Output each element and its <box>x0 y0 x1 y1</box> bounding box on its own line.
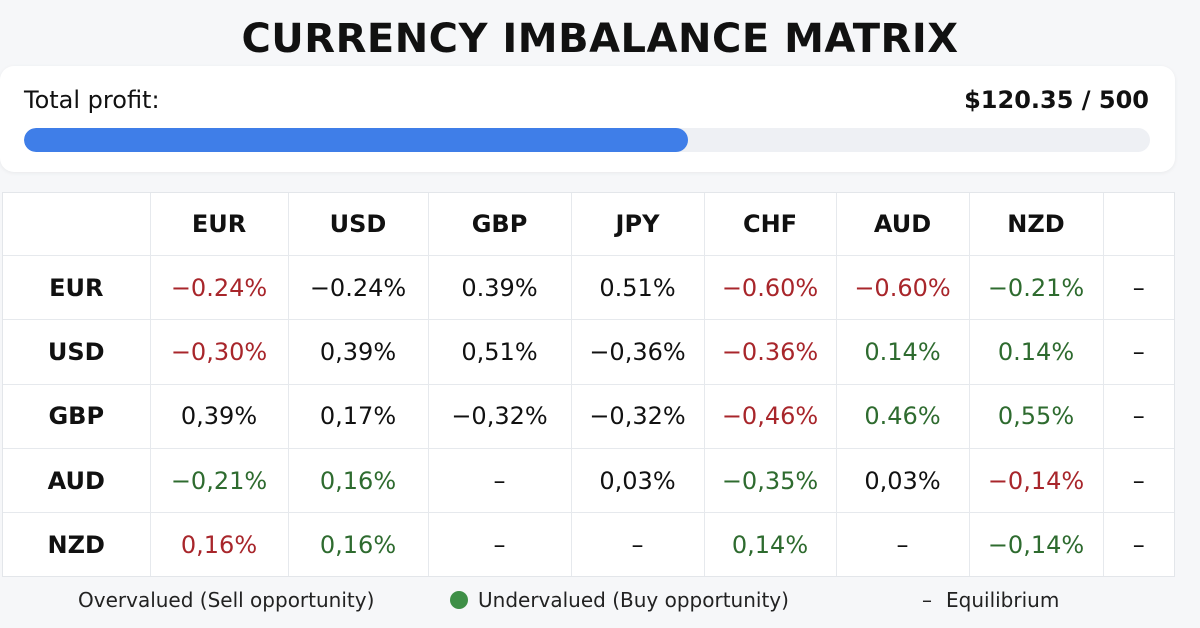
table-row: NZD 0,16% 0,16% – –0,14% – −0,14% – <box>3 512 1174 576</box>
matrix-cell: −0,21% <box>149 448 288 514</box>
profit-progress-fill <box>24 128 689 152</box>
matrix-table: EUR USD GBP JPY CHF AUD NZD EUR −0.24% −0.… <box>3 193 1174 576</box>
legend-equilibrium: Equilibrium <box>946 588 1060 612</box>
matrix-cell: −0.24% <box>287 255 428 321</box>
column-header: USD <box>287 193 428 256</box>
matrix-cell: −0,14% <box>968 512 1103 576</box>
row-header: NZD <box>47 530 105 559</box>
matrix-cell: 0,16% <box>287 448 428 514</box>
table-row: AUD −0,21% 0,16% –0,03% −0,35% 0,03% −0,14% – <box>3 448 1174 514</box>
matrix-cell: 0,39% <box>149 384 288 449</box>
legend-undervalued-item: Undervalued (Buy opportunity) <box>450 588 789 612</box>
matrix-cell: −0,35% <box>703 448 836 514</box>
imbalance-matrix: EUR USD GBP JPY CHF AUD NZD EUR −0.24% −0.… <box>2 192 1175 577</box>
matrix-cell: – <box>1102 319 1174 385</box>
matrix-cell: – <box>1102 512 1174 576</box>
matrix-cell: 0,14% <box>703 512 836 576</box>
matrix-cell: 0.39% <box>427 255 571 321</box>
matrix-cell: 0,51% <box>427 319 571 385</box>
dash-icon: – <box>922 588 932 612</box>
matrix-cell: – <box>1102 255 1174 321</box>
matrix-cell: 0.14% <box>968 319 1103 385</box>
column-header: NZD <box>968 193 1103 256</box>
column-header: AUD <box>835 193 969 256</box>
matrix-cell: – <box>427 512 571 576</box>
matrix-cell: −0.60% <box>703 255 836 321</box>
table-row: GBP 0,39% 0,17% −0,32% −0,32% −0,46% 0.46% 0,55… <box>3 384 1174 449</box>
matrix-cell: 0,39% <box>287 319 428 385</box>
matrix-cell: 0,03% <box>570 448 704 514</box>
row-header: USD <box>3 319 150 385</box>
legend: Overvalued (Sell opportunity) Undervalue… <box>0 588 1200 618</box>
matrix-cell: 0.14% <box>835 319 969 385</box>
matrix-cell: – <box>570 512 704 576</box>
matrix-cell: −0,32% <box>570 384 704 449</box>
column-header: CHF <box>703 193 836 256</box>
matrix-cell: 0,16% <box>149 512 288 576</box>
matrix-cell: −0.21% <box>968 255 1103 321</box>
matrix-cell: 0,55% <box>968 384 1103 449</box>
matrix-cell: 0,17% <box>287 384 428 449</box>
matrix-cell: −0,30% <box>149 319 288 385</box>
matrix-cell: −0,14% <box>968 448 1103 514</box>
matrix-cell: −0.36% <box>703 319 836 385</box>
matrix-cell: – <box>1102 448 1174 514</box>
row-header: AUD <box>3 448 150 514</box>
matrix-cell: – <box>835 512 969 576</box>
column-header: GBP <box>427 193 571 256</box>
column-header: EUR <box>149 193 288 256</box>
matrix-cell: −0.60% <box>835 255 969 321</box>
row-header: EUR <box>3 255 150 321</box>
total-profit-value: $120.35 / 500 <box>964 86 1149 114</box>
column-header <box>1102 193 1174 256</box>
matrix-cell: −0,46% <box>703 384 836 449</box>
legend-equilibrium-item: – Equilibrium <box>922 588 1059 612</box>
row-header: GBP <box>3 384 150 449</box>
matrix-cell: −0,36% <box>570 319 704 385</box>
matrix-cell: – <box>427 448 571 514</box>
header-row: EUR USD GBP JPY CHF AUD NZD <box>3 193 1174 256</box>
table-row: EUR −0.24% −0.24% 0.39% 0.51% −0.60% −0.60% −0.… <box>3 255 1174 321</box>
total-profit-label: Total profit: <box>24 86 160 114</box>
legend-undervalued: Undervalued (Buy opportunity) <box>478 588 789 612</box>
matrix-cell: 0,03% <box>835 448 969 514</box>
legend-overvalued: Overvalued (Sell opportunity) <box>78 588 375 612</box>
page-title: CURRENCY IMBALANCE MATRIX <box>241 16 959 62</box>
green-dot-icon <box>450 591 468 609</box>
matrix-cell: 0.51% <box>570 255 704 321</box>
matrix-cell: −0,32% <box>427 384 571 449</box>
table-row: USD −0,30% 0,39% 0,51% −0,36% −0.36% 0.14% 0.14… <box>3 319 1174 385</box>
column-header: JPY <box>570 193 704 256</box>
profit-card: Total profit: $120.35 / 500 <box>0 66 1175 172</box>
matrix-cell: −0.24% <box>149 255 288 321</box>
matrix-cell: 0,16% <box>287 512 428 576</box>
matrix-cell: 0.46% <box>835 384 969 449</box>
corner-cell <box>3 193 150 256</box>
profit-progress-bar <box>24 128 1150 152</box>
matrix-cell: – <box>1102 384 1174 449</box>
